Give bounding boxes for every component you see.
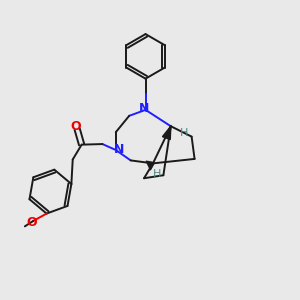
Text: N: N	[114, 142, 124, 156]
Polygon shape	[163, 126, 171, 140]
Text: O: O	[70, 120, 81, 133]
Text: O: O	[26, 216, 37, 229]
Text: H: H	[153, 169, 161, 179]
Text: H: H	[180, 128, 188, 138]
Text: N: N	[139, 103, 149, 116]
